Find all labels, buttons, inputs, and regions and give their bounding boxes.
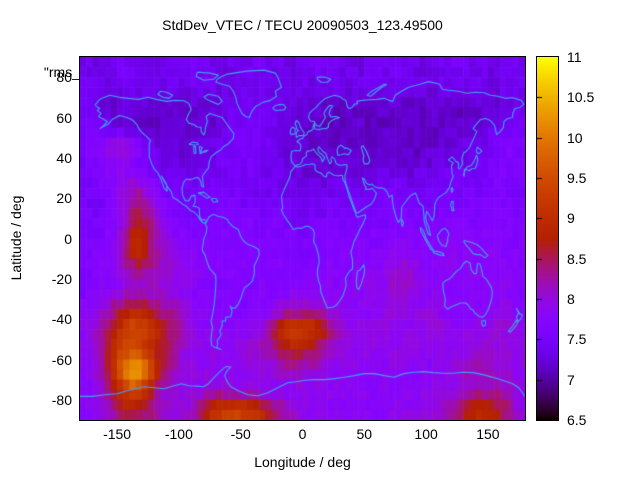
- heatmap-canvas: [80, 57, 525, 420]
- y-tick-label: -60: [51, 351, 72, 368]
- x-tick-label: -50: [230, 426, 251, 442]
- colorbar-tick-label: 7: [567, 371, 575, 388]
- colorbar-tick-label: 10.5: [567, 89, 595, 106]
- rms-stray-label: "rms_: [43, 64, 80, 80]
- y-tick-label: 40: [56, 149, 72, 166]
- y-tick-label: 60: [56, 109, 72, 126]
- x-tick-label: 0: [298, 426, 307, 442]
- x-axis-label: Longitude / deg: [254, 454, 351, 470]
- colorbar-tick-label: 8: [567, 291, 575, 307]
- colorbar-tick-label: 9: [567, 210, 575, 227]
- y-tick-label: -80: [51, 391, 72, 408]
- colorbar-tick-label: 6.5: [567, 412, 587, 428]
- x-tick-label: -100: [164, 426, 193, 442]
- x-tick-label: 150: [476, 426, 500, 442]
- colorbar-tick-label: 10: [567, 129, 583, 146]
- y-tick-label: -40: [51, 311, 72, 328]
- colorbar: [536, 56, 559, 421]
- y-tick-label: -20: [51, 270, 72, 287]
- y-tick-label: 80: [56, 69, 72, 86]
- colorbar-tick-label: 8.5: [567, 250, 587, 267]
- chart-title: StdDev_VTEC / TECU 20090503_123.49500: [162, 17, 443, 33]
- colorbar-canvas: [537, 57, 558, 420]
- x-tick-label: 100: [414, 426, 438, 442]
- colorbar-tick-label: 11: [567, 49, 582, 65]
- x-tick-label: 50: [356, 426, 373, 442]
- colorbar-tick-label: 9.5: [567, 170, 587, 186]
- x-tick-label: -150: [103, 426, 132, 442]
- colorbar-tick-label: 7.5: [567, 331, 587, 348]
- y-tick-label: 0: [64, 230, 72, 247]
- map-plot-area: [79, 56, 526, 421]
- y-tick-label: 20: [56, 190, 72, 207]
